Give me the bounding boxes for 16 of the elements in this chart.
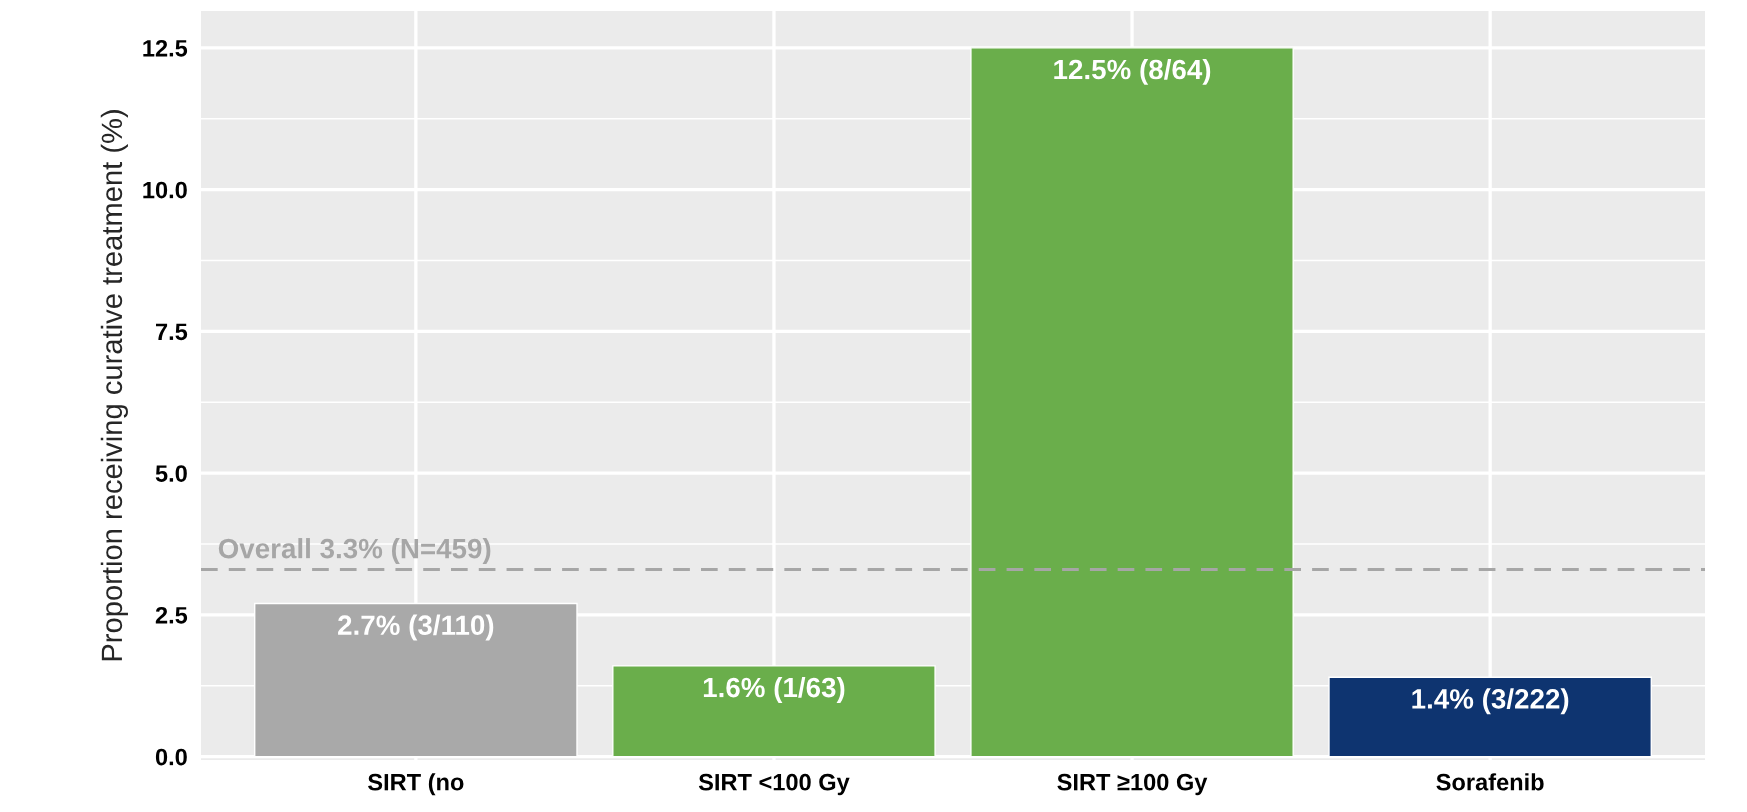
data-label: 2.7% (3/110) xyxy=(338,614,494,641)
x-tick-label: SIRT <100 Gy xyxy=(698,773,850,796)
x-tick-label: SIRT (no xyxy=(368,773,464,796)
y-axis-title: Proportion receiving curative treatment (%) xyxy=(100,110,128,661)
y-tick-label: 7.5 xyxy=(156,323,188,341)
data-label: 12.5% (8/64) xyxy=(1054,58,1211,85)
y-tick-label: 10.0 xyxy=(143,181,187,199)
x-tick-label: Sorafenib xyxy=(1436,773,1544,791)
y-tick-label: 12.5 xyxy=(143,39,188,57)
ref-line-label: Overall 3.3% (N=459) xyxy=(218,538,491,564)
y-tick-label: 5.0 xyxy=(155,465,187,482)
data-label: 1.6% (1/63) xyxy=(703,676,845,703)
y-tick-label: 2.5 xyxy=(155,606,188,624)
x-tick-label: SIRT ≥100 Gy xyxy=(1057,773,1208,796)
data-label: 1.4% (3/222) xyxy=(1412,688,1569,715)
y-tick-label: 0.0 xyxy=(155,748,187,766)
